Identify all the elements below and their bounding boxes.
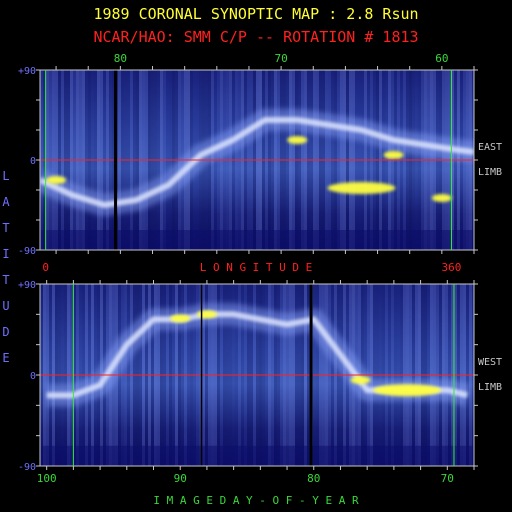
bright-spot	[170, 314, 191, 323]
bright-spot	[373, 384, 442, 397]
south-polar-dark	[40, 230, 474, 250]
limb-label: EAST	[478, 142, 502, 153]
map-east-limb	[40, 70, 474, 250]
latitude-axis-letter: E	[2, 351, 9, 365]
limb-label: LIMB	[478, 382, 502, 393]
bright-spot	[196, 310, 217, 319]
latitude-axis-letter: L	[2, 169, 9, 183]
longitude-axis-label: L O N G I T U D E	[200, 261, 313, 274]
bright-spot	[431, 194, 452, 202]
lat-tick-label: 0	[30, 371, 36, 382]
chart-subtitle: NCAR/HAO: SMM C/P -- ROTATION # 1813	[93, 28, 419, 46]
bright-spot	[287, 136, 308, 144]
doy-axis-label: I M A G E D A Y - O F - Y E A R	[153, 494, 359, 507]
bright-spot	[350, 376, 371, 385]
map-west-limb	[40, 284, 474, 466]
lat-tick-label: +90	[18, 66, 36, 77]
bright-spot	[383, 151, 404, 159]
chart-title: 1989 CORONAL SYNOPTIC MAP : 2.8 Rsun	[93, 5, 419, 23]
latitude-axis-letter: T	[2, 221, 9, 235]
doy-tick-label: 70	[441, 472, 454, 485]
lat-tick-label: 0	[30, 156, 36, 167]
latitude-axis-letter: T	[2, 273, 9, 287]
latitude-axis-letter: D	[2, 325, 9, 339]
latitude-axis-letter: A	[2, 195, 10, 209]
longitude-tick-label: 0	[42, 261, 49, 274]
doy-tick-label: 80	[307, 472, 320, 485]
doy-tick-label: 100	[37, 472, 57, 485]
lat-tick-label: -90	[18, 246, 36, 257]
top-axis-tick-label: 70	[274, 52, 287, 65]
top-axis-tick-label: 80	[114, 52, 127, 65]
longitude-tick-label: 360	[442, 261, 462, 274]
bright-spot	[46, 176, 67, 184]
top-axis-tick-label: 60	[435, 52, 448, 65]
limb-label: LIMB	[478, 167, 502, 178]
south-polar-dark	[40, 445, 474, 466]
lat-tick-label: +90	[18, 280, 36, 291]
lat-tick-label: -90	[18, 462, 36, 473]
limb-label: WEST	[478, 357, 502, 368]
bright-spot	[327, 182, 396, 194]
latitude-axis-letter: U	[2, 299, 9, 313]
latitude-axis-letter: I	[2, 247, 9, 261]
doy-tick-label: 90	[174, 472, 187, 485]
